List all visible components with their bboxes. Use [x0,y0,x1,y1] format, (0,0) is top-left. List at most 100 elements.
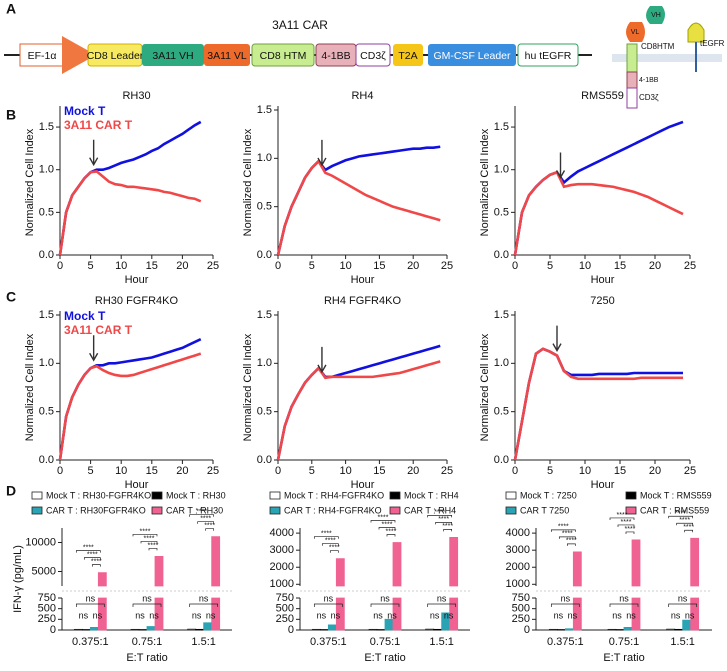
cartoon-label: CD3ζ [639,93,659,102]
y-tick-label: 0.5 [494,206,509,218]
y-tick-label: 1.5 [494,309,509,321]
significance: ns [135,610,145,620]
significance: ns [380,593,390,603]
x-axis-label: Hour [125,274,149,286]
significance: **** [204,523,215,530]
y-tick-label: 0.5 [257,406,272,418]
construct: 3A11 CAR EF-1α CD8 Leader 3A11 VH 3A11 V… [4,18,592,74]
series-line [278,361,440,460]
element-label: 3A11 VL [207,50,247,62]
x-tick-label: 0.375:1 [310,636,347,648]
x-tick-label: 25 [207,465,219,477]
series-line [60,171,201,255]
x-tick-label: 1.5:1 [429,636,453,648]
bar [328,625,336,630]
bar [196,629,204,630]
legend-entry: CAR T : RH30FGFR4KO [46,505,146,515]
bar [667,629,675,630]
series-line [278,346,440,460]
x-tick-label: 10 [115,260,127,272]
bar [683,620,691,630]
x-tick-label: 20 [407,465,419,477]
y-axis-label: Normalized Cell Index [24,333,36,441]
y-tick-label: 0.0 [257,249,272,261]
x-tick-label: 10 [115,465,127,477]
y-tick-label: 0.5 [257,201,272,213]
legend-entry: CAR T 7250 [520,505,569,515]
x-axis-label: E:T ratio [126,652,167,664]
y-tick-label: 750 [512,592,530,604]
significance: **** [148,542,159,549]
x-tick-label: 15 [146,465,158,477]
x-axis-label: E:T ratio [603,652,644,664]
panel-label: A [6,1,16,17]
arrow [318,140,326,165]
significance: **** [329,545,340,552]
bar [624,627,632,630]
construct-title: 3A11 CAR [272,18,328,32]
y-tick-label: 500 [276,603,294,615]
y-tick-label: 0.0 [39,454,54,466]
series-line [278,161,440,255]
significance: ns [206,610,216,620]
legend-entry: Mock T : 7250 [520,490,577,500]
y-tick-label: 1.0 [257,357,272,369]
significance: **** [144,535,155,542]
arrow [557,153,565,178]
significance: **** [438,516,449,523]
x-tick-label: 20 [649,260,661,272]
legend-swatch [152,492,162,499]
car-cartoon: VL VH CD8HTM tEGFR 4-1BB CD3ζ [612,6,725,108]
significance: **** [83,545,94,552]
legend-swatch [270,492,280,499]
legend-entry: CAR T : RH30 [166,505,223,515]
significance: ns [554,610,564,620]
arrow [90,140,98,165]
x-tick-label: 15 [614,465,626,477]
significance: ns [568,610,578,620]
y-tick-label: 250 [512,613,530,625]
legend-entry: 3A11 CAR T [64,323,133,337]
x-tick-label: 5 [309,465,315,477]
series-line [515,349,683,460]
significance: **** [87,552,98,559]
x-tick-label: 0 [512,465,518,477]
y-tick-label: 0 [288,624,294,636]
y-tick-label: 1.5 [257,104,272,116]
significance: ns [437,593,447,603]
y-axis-label: Normalized Cell Index [242,333,254,441]
x-tick-label: 25 [441,465,453,477]
legend-swatch [626,507,636,514]
x-tick-label: 25 [441,260,453,272]
cartoon-label: VH [651,12,661,19]
y-tick-label: 0.5 [494,406,509,418]
significance: **** [679,517,690,524]
significance: **** [140,528,151,535]
x-tick-label: 10 [339,465,351,477]
bar [675,629,683,630]
legend-entry: 3A11 CAR T [64,118,133,132]
legend-swatch [152,507,162,514]
significance: ns [387,610,397,620]
legend-entry: Mock T : RH30 [166,490,226,500]
y-tick-label: 1000 [506,578,530,590]
element-label: GM-CSF Leader [433,50,511,62]
series-line [278,147,440,255]
x-tick-label: 0.375:1 [72,636,109,648]
y-tick-label: 1.0 [494,357,509,369]
x-axis-label: Hour [591,479,615,491]
y-tick-label: 3000 [506,544,530,556]
bar [131,629,139,630]
y-tick-label: 1.0 [39,164,54,176]
x-tick-label: 5 [547,260,553,272]
significance: ns [430,610,440,620]
significance: **** [625,526,636,533]
significance: ns [86,593,96,603]
y-tick-label: 0 [524,624,530,636]
y-tick-label: 4000 [506,527,530,539]
y-tick-label: 1.5 [494,121,509,133]
x-tick-label: 25 [684,465,696,477]
element-label: 3A11 VH [152,50,193,62]
y-tick-label: 5000 [32,565,56,577]
